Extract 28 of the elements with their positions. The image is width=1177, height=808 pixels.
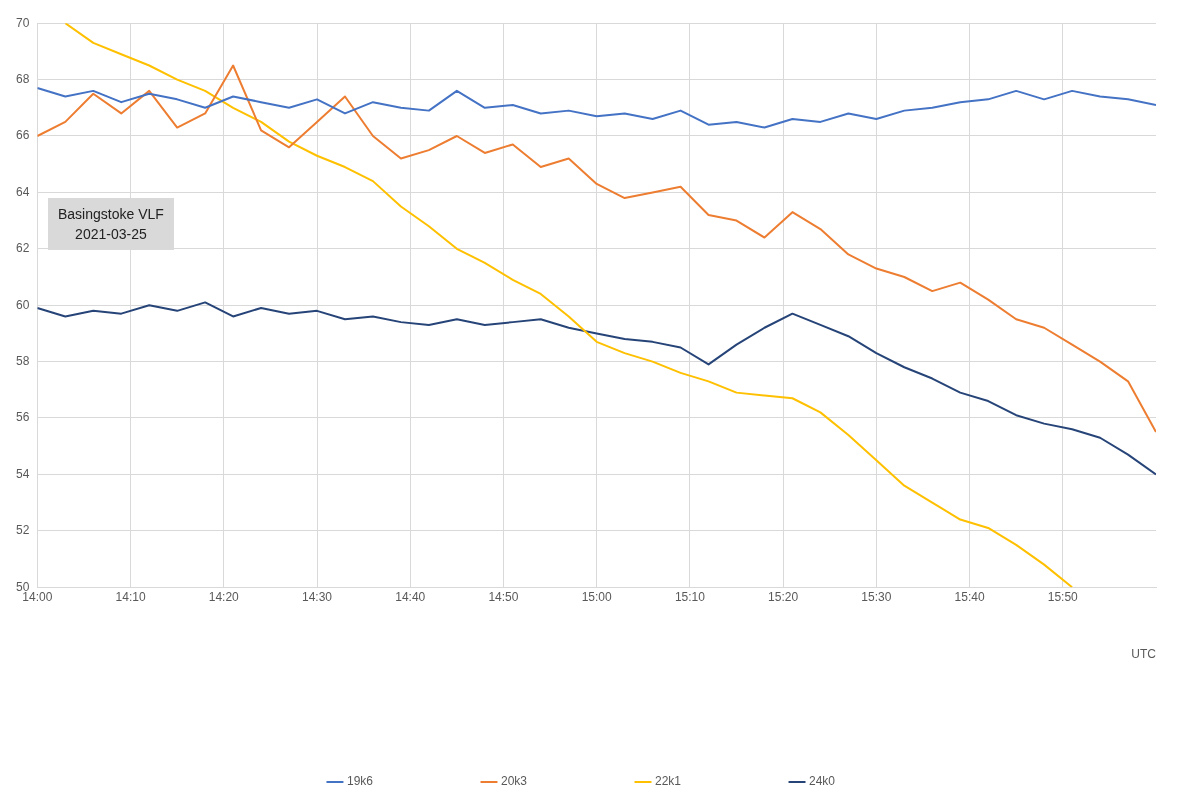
legend-label: 22k1 — [655, 774, 682, 789]
y-tick-label: 70 — [15, 15, 30, 30]
x-tick-label: 15:10 — [674, 589, 706, 604]
x-tick-label: 14:50 — [488, 589, 519, 604]
x-tick-label: 15:40 — [954, 589, 985, 604]
y-tick-label: 64 — [15, 184, 30, 199]
y-tick-label: 54 — [15, 466, 30, 481]
y-tick-label: 56 — [15, 410, 30, 425]
x-tick-label: 15:20 — [768, 589, 799, 604]
x-axis-title: UTC — [1131, 647, 1157, 662]
y-tick-label: 58 — [15, 353, 30, 368]
x-tick-label: 15:30 — [861, 589, 892, 604]
y-tick-label: 62 — [15, 241, 30, 256]
legend-label: 19k6 — [346, 774, 374, 789]
annotation: Basingstoke VLF — [58, 205, 164, 224]
x-tick-label: 14:20 — [208, 589, 240, 604]
x-tick-label: 15:50 — [1047, 589, 1079, 604]
y-tick-label: 52 — [15, 523, 30, 538]
y-tick-label: 66 — [15, 128, 30, 143]
x-tick-label: 14:30 — [302, 589, 333, 604]
legend-label: 24k0 — [809, 774, 836, 789]
legend-label: 20k3 — [500, 774, 528, 789]
annotation: 2021-03-25 — [74, 225, 148, 244]
x-tick-label: 15:00 — [581, 589, 613, 604]
x-tick-label: 14:40 — [395, 589, 426, 604]
y-tick-label: 68 — [15, 71, 30, 86]
x-tick-label: 14:10 — [115, 589, 146, 604]
y-tick-label: 60 — [15, 297, 30, 312]
